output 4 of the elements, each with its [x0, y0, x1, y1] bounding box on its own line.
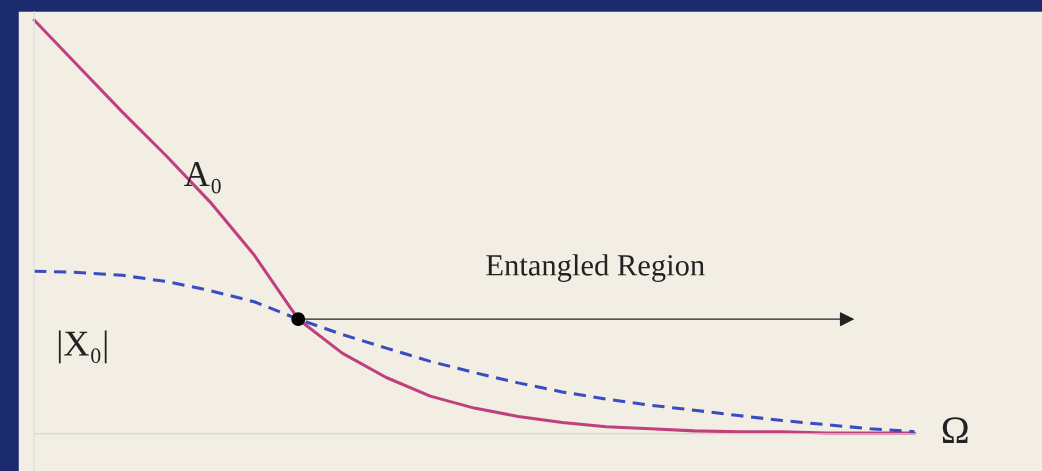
series-label: A₀	[184, 162, 221, 194]
series-label: |X₀|	[58, 330, 107, 364]
x-axis-title: Ω	[942, 417, 968, 444]
annotation: Entangled Region	[486, 254, 705, 282]
